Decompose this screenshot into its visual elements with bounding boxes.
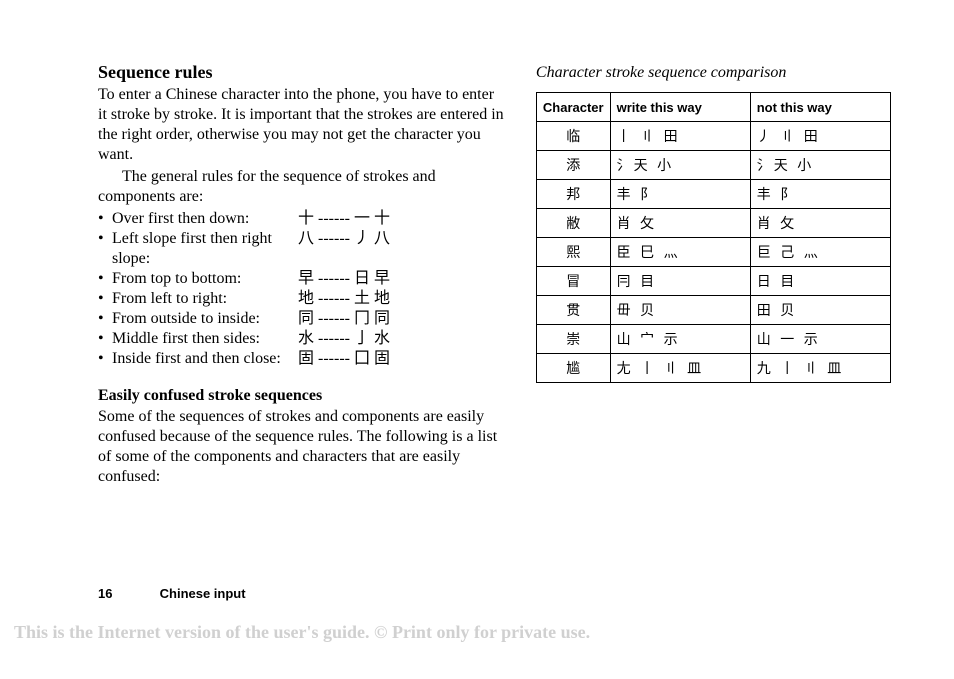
stroke-rules-list: • Over first then down: 十 ------ 一 十 • L… xyxy=(98,209,506,369)
cell-character: 冒 xyxy=(536,267,610,296)
cell-not: 丿 〢 田 xyxy=(750,122,890,151)
table-row: 贯 毌 贝 田 贝 xyxy=(536,296,890,325)
rule-label: Middle first then sides: xyxy=(112,329,298,349)
bullet-icon: • xyxy=(98,289,112,309)
section-heading: Sequence rules xyxy=(98,62,506,83)
rule-item: • Left slope first then right slope: 八 -… xyxy=(98,229,506,269)
rule-item: • Over first then down: 十 ------ 一 十 xyxy=(98,209,506,229)
rule-label: From top to bottom: xyxy=(112,269,298,289)
rule-item: • From outside to inside: 同 ------ 冂 同 xyxy=(98,309,506,329)
cell-character: 添 xyxy=(536,151,610,180)
table-row: 熙 臣 巳 灬 巨 己 灬 xyxy=(536,238,890,267)
table-row: 临 丨 〢 田 丿 〢 田 xyxy=(536,122,890,151)
rule-label: From left to right: xyxy=(112,289,298,309)
page-footer: 16 Chinese input xyxy=(98,586,246,601)
rule-item: • Inside first and then close: 固 ------ … xyxy=(98,349,506,369)
cell-character: 敝 xyxy=(536,209,610,238)
cell-not: 九 丨 〢 皿 xyxy=(750,354,890,383)
cell-not: 肖 攵 xyxy=(750,209,890,238)
rule-example: 固 ------ 囗 固 xyxy=(298,349,506,369)
col-write: write this way xyxy=(610,93,750,122)
sub-heading: Easily confused stroke sequences xyxy=(98,387,506,405)
bullet-icon: • xyxy=(98,269,112,289)
rule-item: • Middle first then sides: 水 ------ 亅 水 xyxy=(98,329,506,349)
rule-example: 早 ------ 日 早 xyxy=(298,269,506,289)
cell-not: 日 目 xyxy=(750,267,890,296)
content-area: Sequence rules To enter a Chinese charac… xyxy=(98,62,904,489)
table-header-row: Character write this way not this way xyxy=(536,93,890,122)
rule-example: 十 ------ 一 十 xyxy=(298,209,506,229)
table-row: 邦 丰 阝 丰 阝 xyxy=(536,180,890,209)
bullet-icon: • xyxy=(98,309,112,329)
cell-character: 尴 xyxy=(536,354,610,383)
watermark-text: This is the Internet version of the user… xyxy=(14,622,590,643)
rule-example: 八 ------ 丿 八 xyxy=(298,229,506,249)
cell-not: 氵天 小 xyxy=(750,151,890,180)
table-row: 添 氵天 小 氵天 小 xyxy=(536,151,890,180)
table-row: 冒 冃 目 日 目 xyxy=(536,267,890,296)
rule-label: Over first then down: xyxy=(112,209,298,229)
bullet-icon: • xyxy=(98,229,112,249)
cell-write: 臣 巳 灬 xyxy=(610,238,750,267)
comparison-heading: Character stroke sequence comparison xyxy=(536,64,904,82)
section-name: Chinese input xyxy=(160,586,246,601)
bullet-icon: • xyxy=(98,209,112,229)
table-row: 敝 肖 攵 肖 攵 xyxy=(536,209,890,238)
rule-label: From outside to inside: xyxy=(112,309,298,329)
cell-not: 巨 己 灬 xyxy=(750,238,890,267)
page: Sequence rules To enter a Chinese charac… xyxy=(0,0,954,679)
page-number: 16 xyxy=(98,586,156,601)
cell-write: 丰 阝 xyxy=(610,180,750,209)
cell-character: 熙 xyxy=(536,238,610,267)
cell-character: 崇 xyxy=(536,325,610,354)
comparison-table: Character write this way not this way 临 … xyxy=(536,92,891,383)
intro-paragraph-1: To enter a Chinese character into the ph… xyxy=(98,85,506,165)
rule-example: 水 ------ 亅 水 xyxy=(298,329,506,349)
bullet-icon: • xyxy=(98,349,112,369)
cell-write: 冃 目 xyxy=(610,267,750,296)
cell-character: 邦 xyxy=(536,180,610,209)
table-row: 尴 尢 丨 〢 皿 九 丨 〢 皿 xyxy=(536,354,890,383)
cell-write: 毌 贝 xyxy=(610,296,750,325)
cell-write: 尢 丨 〢 皿 xyxy=(610,354,750,383)
confused-paragraph: Some of the sequences of strokes and com… xyxy=(98,407,506,487)
cell-not: 田 贝 xyxy=(750,296,890,325)
rule-label: Inside first and then close: xyxy=(112,349,298,369)
rule-item: • From left to right: 地 ------ 土 地 xyxy=(98,289,506,309)
cell-write: 氵天 小 xyxy=(610,151,750,180)
col-not: not this way xyxy=(750,93,890,122)
rule-example: 同 ------ 冂 同 xyxy=(298,309,506,329)
left-column: Sequence rules To enter a Chinese charac… xyxy=(98,62,506,489)
cell-character: 贯 xyxy=(536,296,610,325)
cell-not: 丰 阝 xyxy=(750,180,890,209)
cell-character: 临 xyxy=(536,122,610,151)
rule-label: Left slope first then right slope: xyxy=(112,229,298,269)
table-body: 临 丨 〢 田 丿 〢 田 添 氵天 小 氵天 小 邦 丰 阝 丰 阝 xyxy=(536,122,890,383)
bullet-icon: • xyxy=(98,329,112,349)
intro-paragraph-2: The general rules for the sequence of st… xyxy=(98,167,506,207)
cell-write: 肖 攵 xyxy=(610,209,750,238)
rule-item: • From top to bottom: 早 ------ 日 早 xyxy=(98,269,506,289)
cell-write: 丨 〢 田 xyxy=(610,122,750,151)
rule-example: 地 ------ 土 地 xyxy=(298,289,506,309)
cell-not: 山 一 示 xyxy=(750,325,890,354)
table-row: 崇 山 宀 示 山 一 示 xyxy=(536,325,890,354)
cell-write: 山 宀 示 xyxy=(610,325,750,354)
right-column: Character stroke sequence comparison Cha… xyxy=(536,62,904,489)
col-character: Character xyxy=(536,93,610,122)
